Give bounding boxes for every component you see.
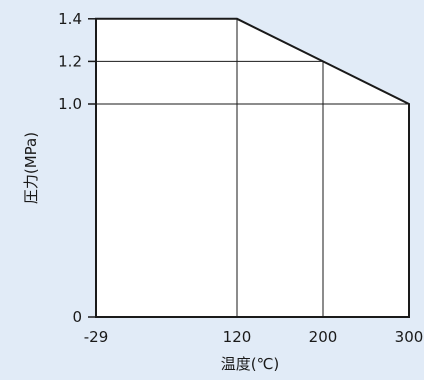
y-tick-label: 1.0 (58, 95, 82, 113)
y-tick-label: 1.2 (58, 52, 82, 70)
x-tick-label: -29 (84, 328, 109, 346)
y-tick-label: 1.4 (58, 10, 82, 28)
tick-labels: 0 1.0 1.2 1.4 -29 120 200 300 (58, 10, 423, 346)
x-tick-label: 200 (309, 328, 338, 346)
x-tick-label: 300 (395, 328, 424, 346)
plot-area (88, 17, 410, 318)
region-fill (96, 18, 409, 318)
y-axis-label: 圧力(MPa) (22, 132, 40, 204)
x-tick-label: 120 (223, 328, 252, 346)
x-axis-label: 温度(℃) (221, 355, 280, 373)
y-tick-label: 0 (72, 308, 82, 326)
